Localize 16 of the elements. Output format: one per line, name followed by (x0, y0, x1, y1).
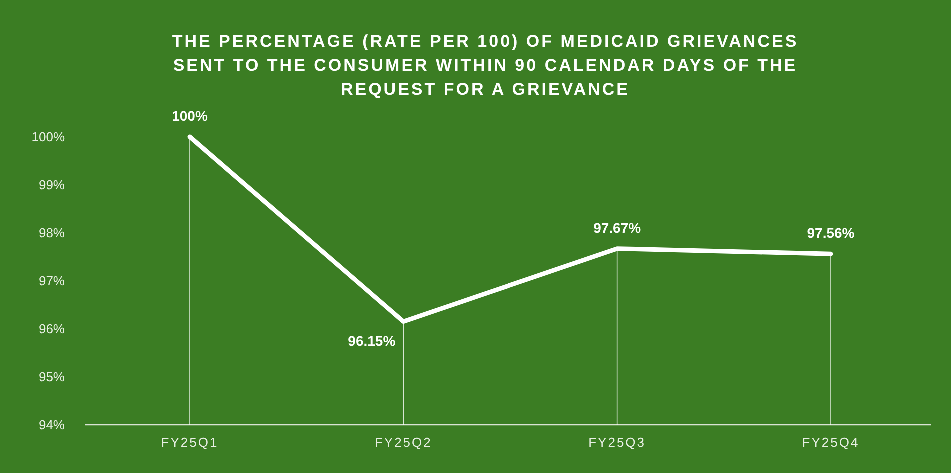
data-label: 100% (172, 108, 208, 124)
y-tick-label: 98% (38, 226, 66, 241)
y-tick-label: 94% (38, 418, 66, 433)
data-label: 97.56% (807, 225, 856, 242)
x-tick-label: FY25Q2 (374, 435, 432, 450)
y-tick-label: 99% (38, 178, 66, 193)
y-tick-label: 95% (38, 370, 66, 385)
y-tick-label: 100% (32, 130, 66, 145)
y-tick-label: 97% (38, 274, 66, 289)
data-label: 96.15% (348, 332, 396, 349)
x-tick-label: FY25Q1 (161, 435, 219, 450)
data-label: 97.67% (594, 220, 642, 236)
x-tick-label: FY25Q4 (802, 435, 860, 450)
x-tick-label: FY25Q3 (588, 435, 646, 450)
y-tick-label: 96% (38, 322, 66, 337)
chart-title: THE PERCENTAGE (RATE PER 100) OF MEDICAID GRIEVANCES SENT TO THE CONSUMER WITHIN 90 CALENDAR DAYS OF THE REQUEST FOR A GRIEVANCE (172, 32, 799, 99)
